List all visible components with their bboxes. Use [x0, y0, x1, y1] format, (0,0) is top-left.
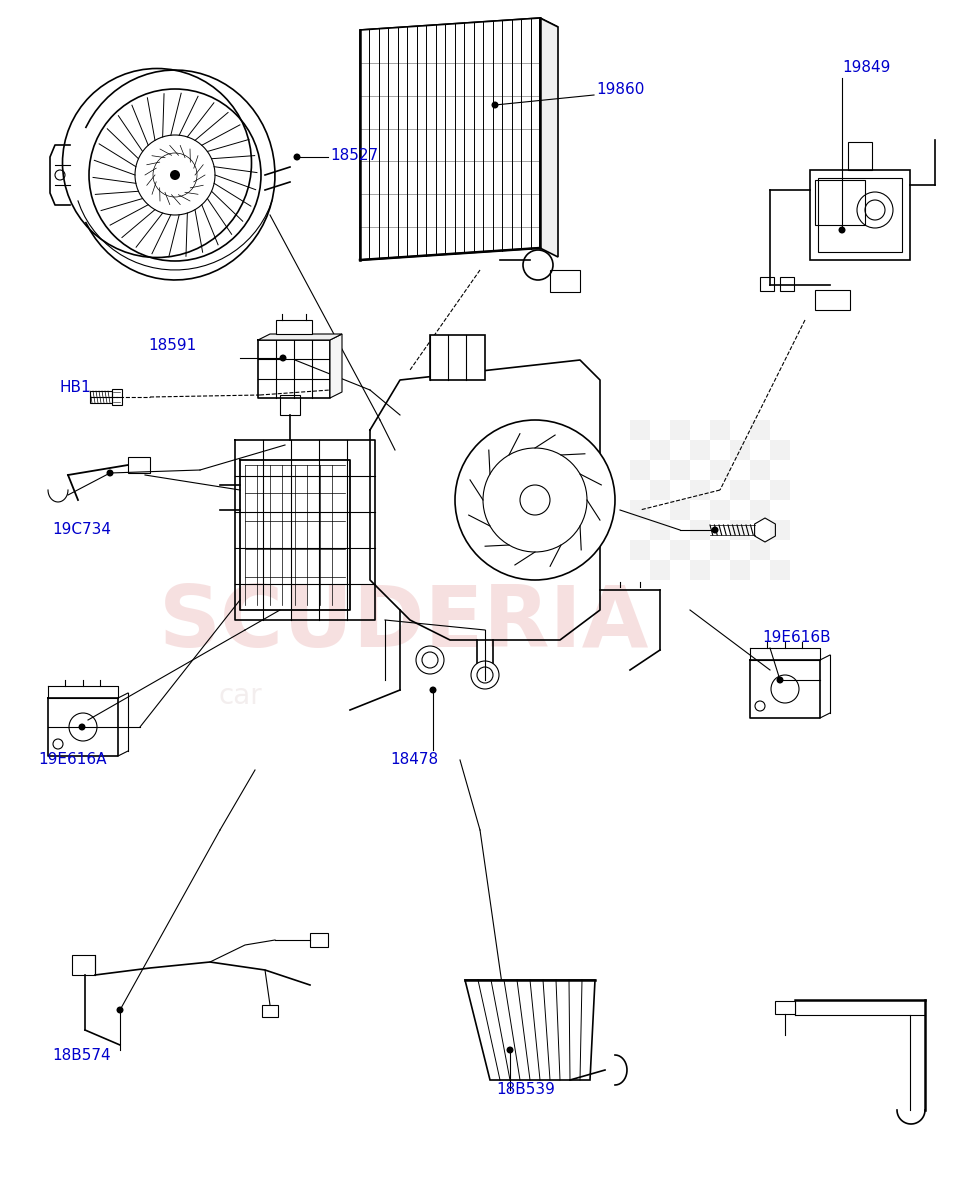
Polygon shape	[330, 334, 342, 398]
Bar	[261, 1006, 278, 1018]
Bar	[847, 142, 871, 170]
Bar	[814, 290, 850, 310]
Circle shape	[429, 686, 436, 694]
Text: 18B539: 18B539	[496, 1082, 554, 1098]
Circle shape	[491, 102, 498, 108]
Circle shape	[415, 646, 444, 674]
Text: 19E616B: 19E616B	[761, 630, 829, 646]
Bar	[709, 500, 729, 520]
Bar	[629, 540, 650, 560]
Text: 18478: 18478	[389, 752, 437, 768]
Circle shape	[293, 154, 300, 161]
Bar	[629, 500, 650, 520]
Bar	[750, 500, 769, 520]
Text: 19849: 19849	[841, 60, 890, 76]
Text: 19E616A: 19E616A	[38, 752, 107, 768]
Bar	[769, 440, 789, 460]
Bar	[650, 480, 669, 500]
Circle shape	[280, 354, 286, 361]
Text: 18591: 18591	[148, 337, 196, 353]
Bar	[729, 480, 750, 500]
Text: SCUDERIA: SCUDERIA	[159, 582, 649, 666]
Polygon shape	[539, 18, 557, 257]
Circle shape	[79, 724, 86, 731]
Bar	[669, 500, 689, 520]
Bar	[750, 540, 769, 560]
Text: car: car	[218, 682, 262, 710]
Circle shape	[107, 469, 113, 476]
Bar	[750, 420, 769, 440]
Circle shape	[116, 1007, 123, 1014]
Bar	[90, 391, 111, 403]
Bar	[669, 420, 689, 440]
Polygon shape	[359, 18, 539, 260]
Polygon shape	[464, 980, 595, 1080]
Bar	[729, 560, 750, 580]
Circle shape	[838, 227, 845, 234]
Bar	[72, 955, 95, 974]
Bar	[309, 934, 328, 947]
Bar	[689, 520, 709, 540]
Circle shape	[170, 170, 180, 180]
Bar	[769, 520, 789, 540]
Bar	[650, 440, 669, 460]
Bar	[689, 560, 709, 580]
Bar	[629, 460, 650, 480]
Bar	[689, 440, 709, 460]
Bar	[280, 395, 300, 415]
Circle shape	[455, 420, 614, 580]
Bar	[430, 335, 484, 380]
Bar	[650, 560, 669, 580]
Text: 19C734: 19C734	[52, 522, 111, 538]
Bar	[809, 170, 909, 260]
Bar	[629, 420, 650, 440]
Circle shape	[711, 527, 718, 534]
Bar	[729, 520, 750, 540]
Bar	[779, 277, 793, 290]
Bar	[769, 480, 789, 500]
Text: 18527: 18527	[330, 148, 378, 162]
Polygon shape	[258, 334, 342, 340]
Text: 19860: 19860	[596, 83, 644, 97]
Bar	[276, 320, 311, 334]
Bar	[709, 540, 729, 560]
Bar	[814, 180, 864, 226]
Bar	[817, 178, 901, 252]
Circle shape	[471, 661, 499, 689]
Bar	[709, 420, 729, 440]
Bar	[111, 389, 122, 404]
Bar	[750, 460, 769, 480]
Bar	[128, 457, 150, 473]
Bar	[650, 520, 669, 540]
Bar	[669, 540, 689, 560]
Bar	[729, 440, 750, 460]
Text: HB1: HB1	[60, 380, 91, 396]
Bar	[689, 480, 709, 500]
Bar	[550, 270, 579, 292]
Bar	[669, 460, 689, 480]
Bar	[775, 1001, 794, 1014]
Circle shape	[506, 1046, 513, 1054]
Bar	[709, 460, 729, 480]
Circle shape	[776, 677, 782, 684]
Bar	[759, 277, 774, 290]
Bar	[769, 560, 789, 580]
Text: 18B574: 18B574	[52, 1048, 111, 1062]
